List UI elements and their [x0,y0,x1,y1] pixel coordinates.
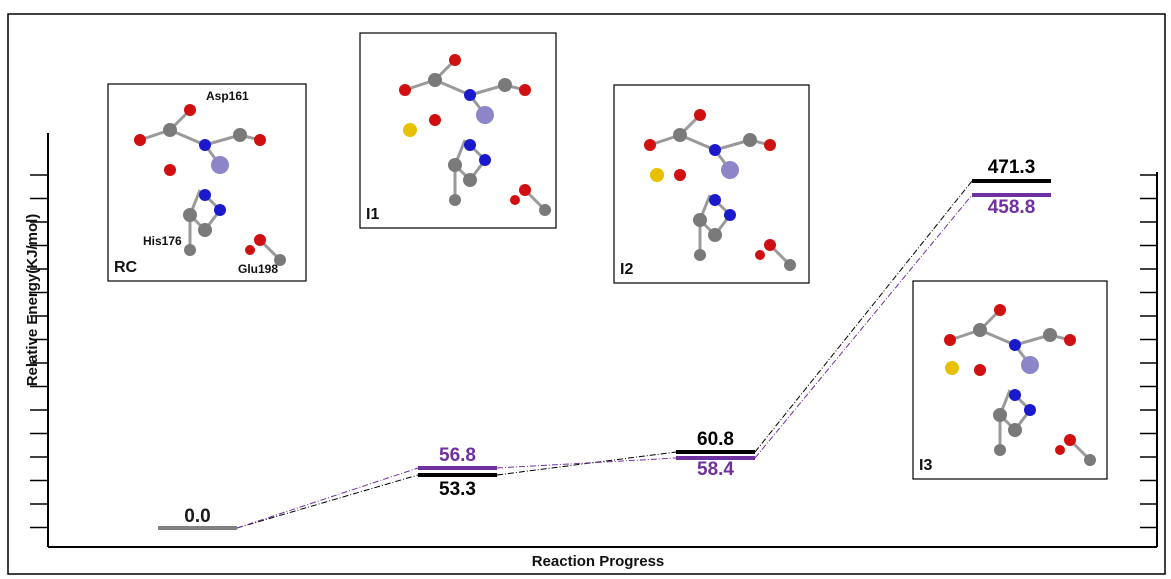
connectors [237,181,972,528]
x-axis-label: Reaction Progress [532,553,665,570]
energy-label: 471.3 [988,157,1036,178]
connector [237,475,418,528]
energy-label: 56.8 [439,445,476,466]
structure-i1: I1 [360,33,556,228]
energy-label: 60.8 [697,429,734,450]
residue-label: His176 [143,234,182,248]
residue-label: Asp161 [206,89,249,103]
energy-diagram: Relative Energy(KJ/mol) Reaction Progres… [0,0,1171,579]
energy-label: 58.4 [697,459,734,480]
structure-rc: RC Asp161 His176 Glu198 [108,84,306,281]
connector [237,468,418,528]
structure-label: I2 [620,261,633,278]
residue-label: Glu198 [238,262,278,276]
structure-i2: I2 [614,85,809,283]
energy-label: 458.8 [988,197,1036,218]
y-axis-label: Relative Energy(KJ/mol) [24,214,41,387]
structure-label: RC [114,259,138,276]
connector [497,458,676,468]
structure-label: I3 [919,457,932,474]
energy-label: 0.0 [184,506,210,527]
energy-label: 53.3 [439,479,476,500]
structure-label: I1 [366,206,379,223]
structure-i3: I3 [913,281,1107,479]
